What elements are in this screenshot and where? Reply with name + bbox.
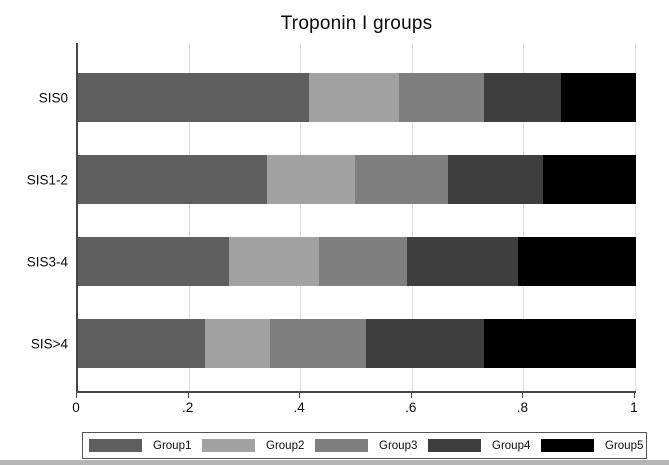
x-tick-0: [76, 393, 77, 398]
bar-segment-group1: [78, 237, 229, 286]
legend-label-group2: Group2: [266, 439, 305, 452]
bar-segment-group1: [78, 73, 309, 122]
bar-segment-group3: [269, 319, 366, 368]
bar-segment-group5: [484, 319, 636, 368]
chart-title: Troponin I groups: [280, 13, 433, 34]
legend-swatch-group2: [202, 439, 255, 452]
legend-entry-group2: Group2: [202, 433, 304, 458]
bar-segment-group3: [355, 155, 448, 204]
legend-label-group1: Group1: [153, 439, 192, 452]
gridline-0.6: [411, 43, 413, 391]
bar-segment-group3: [319, 237, 407, 286]
x-tick-.2: [187, 393, 189, 398]
x-tick-label-.6: .6: [405, 400, 417, 415]
y-label-SIS0: SIS0: [38, 90, 68, 105]
bar-segment-group2: [267, 155, 356, 204]
bar-segment-group5: [543, 155, 636, 204]
x-tick-label-.4: .4: [293, 400, 305, 415]
x-tick-.6: [410, 393, 412, 398]
bar-SIS>4: [78, 319, 636, 368]
legend-label-group4: Group4: [492, 439, 531, 452]
legend-entry-group3: Group3: [315, 433, 417, 458]
bar-segment-group4: [365, 319, 485, 368]
window-bottom-strip: [0, 460, 669, 465]
gridline-1: [635, 43, 636, 391]
bar-segment-group2: [309, 73, 400, 122]
legend-swatch-group3: [315, 439, 368, 452]
y-label-SIS3-4: SIS3-4: [26, 254, 68, 269]
bar-segment-group4: [406, 237, 518, 286]
bar-segment-group5: [561, 73, 636, 122]
bar-segment-group1: [78, 319, 206, 368]
x-tick-label-.8: .8: [516, 400, 529, 415]
x-tick-label-.2: .2: [181, 400, 194, 415]
x-tick-.8: [522, 393, 524, 398]
gridline-0.2: [188, 43, 190, 391]
x-tick-1: [634, 393, 635, 398]
legend-entry-group1: Group1: [89, 433, 191, 458]
legend-label-group3: Group3: [379, 439, 418, 452]
bar-SIS0: [78, 73, 636, 122]
bar-segment-group5: [517, 237, 636, 286]
gridline-0.4: [300, 43, 302, 391]
legend-entry-group4: Group4: [428, 433, 530, 458]
bar-segment-group1: [78, 155, 268, 204]
legend-entry-group5: Group5: [541, 433, 643, 458]
bar-SIS1-2: [78, 155, 636, 204]
y-label-SIS>4: SIS>4: [30, 336, 68, 351]
bar-segment-group4: [483, 73, 562, 122]
y-label-SIS1-2: SIS1-2: [26, 172, 68, 187]
bar-SIS3-4: [78, 237, 636, 286]
bar-segment-group2: [228, 237, 320, 286]
x-tick-label-1: 1: [630, 400, 638, 415]
bar-segment-group4: [447, 155, 544, 204]
x-tick-.4: [299, 393, 301, 398]
plot-area: [76, 43, 636, 393]
gridline-0.8: [523, 43, 525, 391]
bar-segment-group3: [399, 73, 484, 122]
legend-label-group5: Group5: [605, 439, 644, 452]
bar-segment-group2: [205, 319, 270, 368]
x-tick-label-0: 0: [72, 400, 80, 415]
legend-swatch-group1: [89, 439, 142, 452]
legend-swatch-group4: [428, 439, 481, 452]
legend-swatch-group5: [541, 439, 594, 452]
legend: Group1 Group2 Group3 Group4 Group5: [82, 432, 647, 459]
